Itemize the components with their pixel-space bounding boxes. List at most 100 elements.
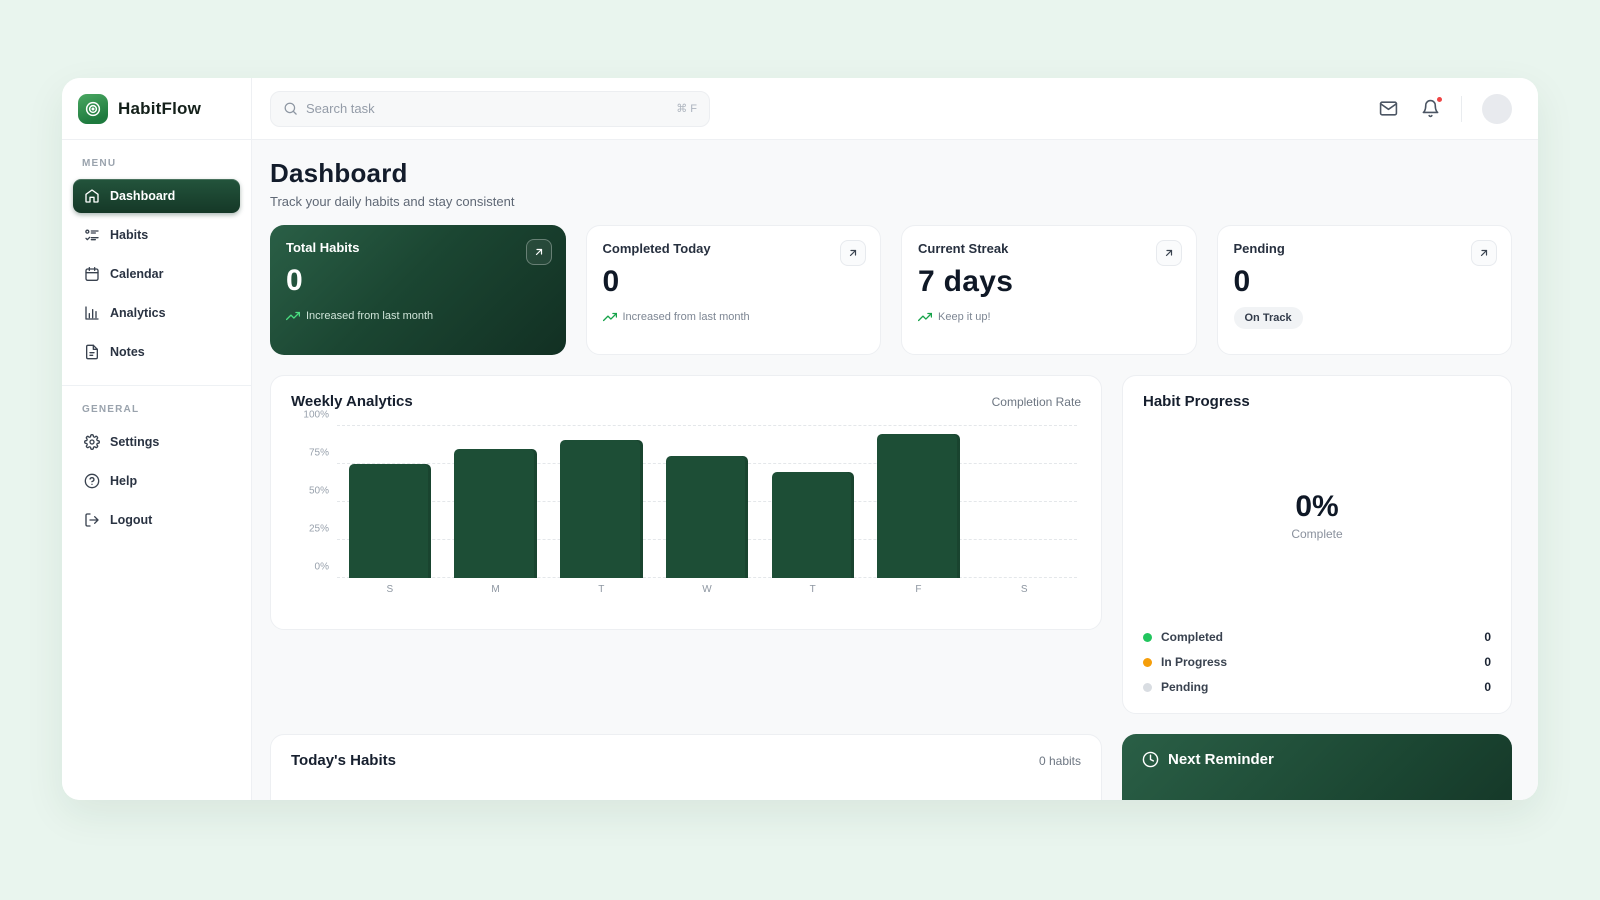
bell-icon[interactable]	[1419, 95, 1443, 120]
logout-icon	[84, 512, 100, 528]
note-icon	[84, 344, 100, 360]
in-progress-dot-icon	[1143, 657, 1152, 667]
sidebar-item-notes[interactable]: Notes	[73, 335, 240, 369]
search-box[interactable]: ⌘ F	[270, 90, 710, 127]
todays-habits-count: 0 habits	[1038, 753, 1081, 768]
menu-section-label: MENU	[82, 158, 117, 169]
sidebar-item-help[interactable]: Help	[73, 464, 240, 498]
y-tick-label: 0%	[314, 561, 329, 573]
progress-header: Habit Progress	[1143, 393, 1491, 410]
sidebar-item-habits[interactable]: Habits	[73, 218, 240, 252]
arrow-up-right-icon[interactable]	[1471, 240, 1497, 266]
bar[interactable]	[877, 433, 960, 578]
chart-legend-label: Completion Rate	[991, 394, 1081, 409]
bar-column[interactable]	[548, 426, 654, 578]
bar[interactable]	[665, 456, 749, 578]
bar[interactable]	[454, 448, 537, 578]
sidebar-item-label: Dashboard	[110, 189, 176, 203]
panels-grid: Weekly Analytics Completion Rate 0% 25% …	[270, 375, 1512, 800]
sidebar-item-label: Habits	[110, 228, 149, 242]
legend-value: 0	[1484, 680, 1491, 694]
progress-legend: Completed 0 In Progress 0 Pending 0	[1143, 630, 1491, 696]
todays-habits-title: Today's Habits	[291, 752, 396, 769]
stat-title: Pending	[1233, 241, 1285, 256]
legend-value: 0	[1484, 655, 1491, 669]
sidebar: HabitFlow MENU Dashboard Habits	[62, 78, 252, 800]
main-nav: Dashboard Habits Calendar	[62, 179, 251, 369]
trending-up-icon	[602, 310, 617, 324]
search-input[interactable]	[306, 101, 669, 116]
stat-value: 7 days	[918, 265, 1014, 298]
y-tick-label: 100%	[303, 409, 329, 421]
next-reminder-title: Next Reminder	[1168, 751, 1274, 768]
home-icon	[84, 188, 100, 204]
avatar[interactable]	[1482, 93, 1512, 124]
checklist-icon	[84, 227, 100, 243]
app-logo-icon	[78, 93, 108, 124]
stat-card-total-habits: Total Habits 0 Increased from last month	[270, 225, 566, 355]
trending-up-icon	[286, 309, 300, 323]
stat-note: Keep it up!	[918, 310, 1180, 324]
chart-bars	[337, 426, 1077, 578]
completed-dot-icon	[1143, 632, 1152, 642]
bar-column[interactable]	[443, 426, 549, 578]
arrow-up-right-icon[interactable]	[525, 239, 552, 265]
sidebar-item-settings[interactable]: Settings	[73, 425, 240, 459]
pending-dot-icon	[1143, 682, 1152, 692]
bar[interactable]	[560, 439, 643, 578]
top-actions	[1377, 93, 1512, 124]
sidebar-item-analytics[interactable]: Analytics	[73, 296, 240, 330]
sidebar-item-label: Settings	[110, 435, 160, 449]
sidebar-item-label: Notes	[110, 345, 145, 359]
next-reminder-header: Next Reminder	[1142, 751, 1492, 768]
status-badge: On Track	[1233, 307, 1303, 329]
legend-row-pending: Pending 0	[1143, 680, 1491, 694]
x-tick-label: M	[491, 584, 500, 595]
page-title: Dashboard	[270, 158, 408, 188]
y-tick-label: 75%	[308, 447, 329, 459]
top-bar: ⌘ F	[252, 78, 1538, 140]
bar-column[interactable]	[971, 426, 1077, 578]
sidebar-item-calendar[interactable]: Calendar	[73, 257, 240, 291]
bar-column[interactable]	[760, 426, 866, 578]
brand: HabitFlow	[62, 78, 251, 140]
stat-note: Increased from last month	[602, 310, 865, 324]
x-tick-label: F	[915, 584, 922, 595]
sidebar-item-logout[interactable]: Logout	[73, 503, 240, 537]
legend-label: In Progress	[1161, 655, 1228, 669]
bar[interactable]	[348, 464, 432, 578]
y-tick-label: 25%	[308, 523, 329, 535]
topbar-divider	[1461, 95, 1462, 122]
legend-row-in-progress: In Progress 0	[1143, 655, 1491, 669]
bar-column[interactable]	[337, 426, 443, 578]
bar-column[interactable]	[866, 426, 972, 578]
mail-icon[interactable]	[1377, 98, 1399, 120]
progress-percent-label: Complete	[1291, 526, 1343, 541]
stat-value: 0	[602, 265, 620, 298]
arrow-up-right-icon[interactable]	[840, 240, 866, 266]
stat-note-text: Increased from last month	[306, 310, 434, 322]
x-tick-label: T	[598, 584, 605, 595]
bar[interactable]	[771, 471, 854, 578]
weekly-analytics-card: Weekly Analytics Completion Rate 0% 25% …	[270, 375, 1102, 630]
search-shortcut: ⌘ F	[676, 103, 697, 115]
app-window: HabitFlow MENU Dashboard Habits	[62, 78, 1538, 800]
stat-title: Total Habits	[286, 240, 360, 255]
main-content: Dashboard Track your daily habits and st…	[252, 140, 1538, 800]
stat-card-completed-today: Completed Today 0 Increased from last mo…	[585, 225, 881, 355]
sidebar-divider	[62, 385, 251, 386]
stats-row: Total Habits 0 Increased from last month…	[270, 225, 1512, 355]
bar-column[interactable]	[654, 426, 760, 578]
todays-habits-header: Today's Habits 0 habits	[291, 752, 1081, 769]
legend-value: 0	[1484, 630, 1491, 644]
gear-icon	[84, 434, 100, 450]
calendar-icon	[84, 266, 100, 282]
stat-card-pending: Pending 0 On Track	[1216, 225, 1512, 355]
x-tick-label: W	[702, 584, 712, 595]
arrow-up-right-icon[interactable]	[1155, 240, 1182, 266]
legend-label: Completed	[1161, 630, 1224, 644]
clock-icon	[1142, 751, 1159, 768]
sidebar-item-dashboard[interactable]: Dashboard	[73, 179, 240, 213]
notification-dot	[1436, 95, 1443, 103]
